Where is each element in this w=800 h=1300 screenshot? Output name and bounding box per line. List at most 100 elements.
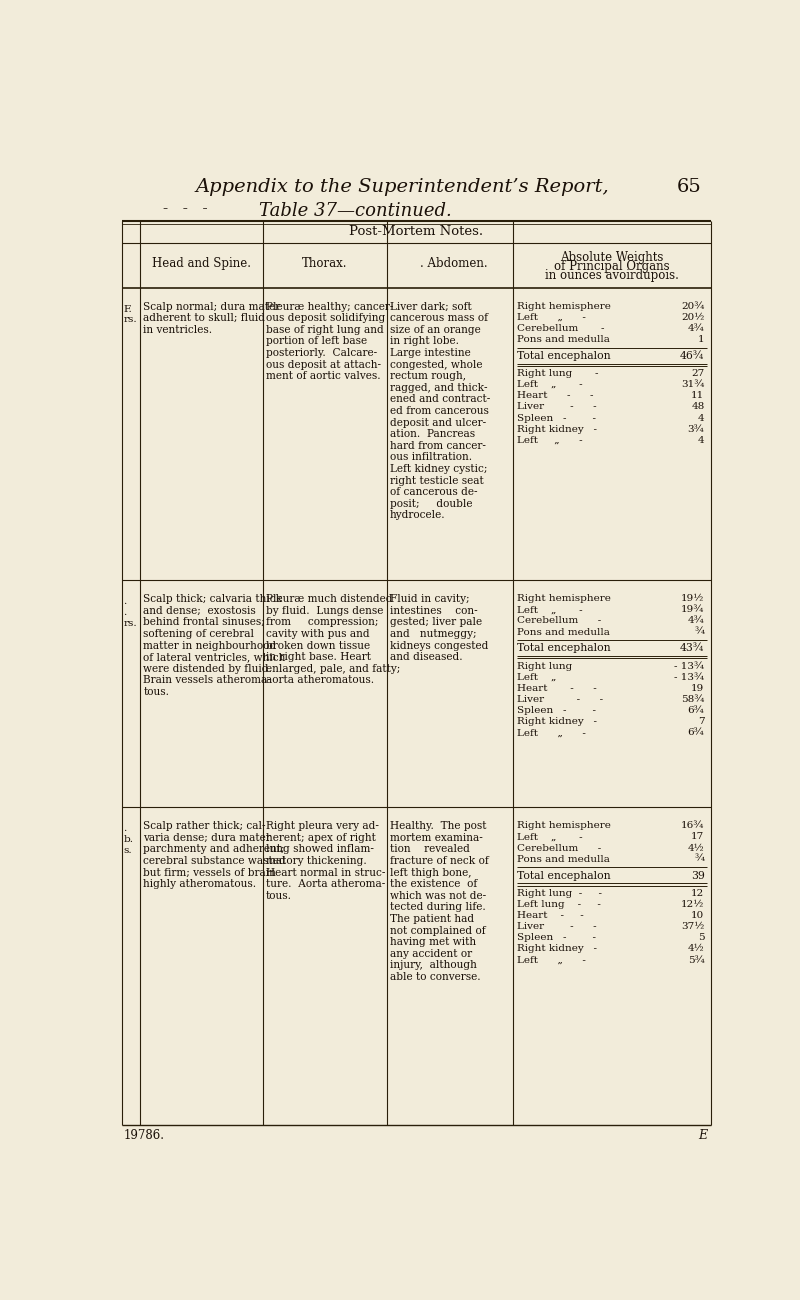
Text: Right hemisphere: Right hemisphere: [517, 302, 611, 311]
Text: Total encephalon: Total encephalon: [517, 871, 610, 880]
Text: F.: F.: [123, 304, 132, 313]
Text: Cerebellum      -: Cerebellum -: [517, 616, 602, 625]
Text: Healthy.  The post
mortem examina-
tion    revealed
fracture of neck of
left thi: Healthy. The post mortem examina- tion r…: [390, 822, 489, 982]
Text: Right hemisphere: Right hemisphere: [517, 822, 611, 831]
Text: Spleen   -        -: Spleen - -: [517, 413, 596, 423]
Text: 65: 65: [677, 178, 702, 195]
Text: Scalp thick; calvaria thick
and dense;  exostosis
behind frontal sinuses;
soften: Scalp thick; calvaria thick and dense; e…: [143, 594, 286, 697]
Text: 17: 17: [691, 832, 705, 841]
Text: in ounces avoirdupois.: in ounces avoirdupois.: [545, 269, 679, 282]
Text: Right lung       -: Right lung -: [517, 369, 598, 378]
Text: - 13¾: - 13¾: [674, 662, 705, 671]
Text: Left      „      -: Left „ -: [517, 956, 586, 965]
Text: 16¾: 16¾: [681, 822, 705, 831]
Text: Heart      -      -: Heart - -: [517, 391, 594, 400]
Text: 11: 11: [691, 391, 705, 400]
Text: 39: 39: [690, 871, 705, 880]
Text: Right lung: Right lung: [517, 662, 572, 671]
Text: 31¾: 31¾: [681, 380, 705, 389]
Text: 5: 5: [698, 933, 705, 942]
Text: Pons and medulla: Pons and medulla: [517, 628, 610, 637]
Text: .: .: [123, 597, 126, 606]
Text: 4½: 4½: [688, 844, 705, 853]
Text: 46¾: 46¾: [680, 351, 705, 361]
Text: 5¾: 5¾: [688, 956, 705, 965]
Text: Post-Mortem Notes.: Post-Mortem Notes.: [349, 225, 483, 238]
Text: Pons and medulla: Pons and medulla: [517, 855, 610, 863]
Text: 1: 1: [698, 335, 705, 345]
Text: Left    „       -: Left „ -: [517, 606, 582, 615]
Text: Left      „      -: Left „ -: [517, 313, 586, 321]
Text: Pons and medulla: Pons and medulla: [517, 335, 610, 345]
Text: 19¾: 19¾: [681, 606, 705, 615]
Text: Scalp normal; dura mater
adherent to skull; fluid
in ventricles.: Scalp normal; dura mater adherent to sku…: [143, 302, 281, 334]
Text: 20½: 20½: [681, 313, 705, 321]
Text: 12: 12: [691, 889, 705, 898]
Text: Left lung    -     -: Left lung - -: [517, 900, 601, 909]
Text: Liver dark; soft
cancerous mass of
size of an orange
in right lobe.
Large intest: Liver dark; soft cancerous mass of size …: [390, 302, 490, 520]
Text: Left    „       -: Left „ -: [517, 380, 582, 389]
Text: 3¾: 3¾: [688, 425, 705, 434]
Text: .: .: [123, 608, 126, 618]
Text: 4½: 4½: [688, 945, 705, 953]
Text: Left    „       -: Left „ -: [517, 832, 582, 841]
Text: Spleen   -        -: Spleen - -: [517, 706, 596, 715]
Text: Scalp rather thick; cal-
varia dense; dura mater
parchmenty and adherent;
cerebr: Scalp rather thick; cal- varia dense; du…: [143, 822, 286, 889]
Text: Liver          -      -: Liver - -: [517, 696, 603, 705]
Text: Thorax.: Thorax.: [302, 257, 347, 270]
Text: Appendix to the Superintendent’s Report,: Appendix to the Superintendent’s Report,: [195, 178, 609, 195]
Text: Right kidney   -: Right kidney -: [517, 945, 597, 953]
Text: . Abdomen.: . Abdomen.: [420, 257, 488, 270]
Text: E: E: [698, 1128, 707, 1141]
Text: Right lung  -     -: Right lung - -: [517, 889, 602, 898]
Text: -   -   -: - - -: [163, 203, 207, 216]
Text: - 13¾: - 13¾: [674, 672, 705, 681]
Text: 19: 19: [691, 684, 705, 693]
Text: 4: 4: [698, 413, 705, 423]
Text: Pleuræ healthy; cancer-
ous deposit solidifying
base of right lung and
portion o: Pleuræ healthy; cancer- ous deposit soli…: [266, 302, 394, 381]
Text: 12½: 12½: [681, 900, 705, 909]
Text: Right kidney   -: Right kidney -: [517, 718, 597, 727]
Text: Right hemisphere: Right hemisphere: [517, 594, 611, 603]
Text: Right pleura very ad-
herent; apex of right
lung showed inflam-
matory thickenin: Right pleura very ad- herent; apex of ri…: [266, 822, 386, 901]
Text: 27: 27: [691, 369, 705, 378]
Text: Head and Spine.: Head and Spine.: [152, 257, 251, 270]
Text: Table 37—continued.: Table 37—continued.: [259, 203, 452, 220]
Text: Absolute Weights: Absolute Weights: [560, 251, 663, 264]
Text: rs.: rs.: [123, 619, 137, 628]
Text: Fluid in cavity;
intestines    con-
gested; liver pale
and   nutmeggy;
kidneys c: Fluid in cavity; intestines con- gested;…: [390, 594, 488, 662]
Text: 7: 7: [698, 718, 705, 727]
Text: Cerebellum       -: Cerebellum -: [517, 324, 605, 333]
Text: Pleuræ much distended
by fluid.  Lungs dense
from     compression;
cavity with p: Pleuræ much distended by fluid. Lungs de…: [266, 594, 400, 685]
Text: 4¾: 4¾: [688, 324, 705, 333]
Text: of Principal Organs: of Principal Organs: [554, 260, 670, 273]
Text: ¾: ¾: [694, 628, 705, 637]
Text: 6¾: 6¾: [688, 728, 705, 737]
Text: Right kidney   -: Right kidney -: [517, 425, 597, 434]
Text: 48: 48: [691, 403, 705, 411]
Text: 19786.: 19786.: [123, 1128, 164, 1141]
Text: 10: 10: [691, 911, 705, 920]
Text: Liver        -      -: Liver - -: [517, 403, 597, 411]
Text: 58¾: 58¾: [681, 696, 705, 705]
Text: Liver        -      -: Liver - -: [517, 922, 597, 931]
Text: b.: b.: [123, 835, 134, 844]
Text: 4: 4: [698, 436, 705, 445]
Text: ¾: ¾: [694, 855, 705, 863]
Text: Total encephalon: Total encephalon: [517, 351, 610, 361]
Text: Left    „: Left „: [517, 672, 556, 681]
Text: rs.: rs.: [123, 316, 137, 325]
Text: 43¾: 43¾: [680, 644, 705, 654]
Text: 20¾: 20¾: [681, 302, 705, 311]
Text: Heart       -      -: Heart - -: [517, 684, 597, 693]
Text: Left      „      -: Left „ -: [517, 728, 586, 737]
Text: 4¾: 4¾: [688, 616, 705, 625]
Text: Cerebellum      -: Cerebellum -: [517, 844, 602, 853]
Text: 6¾: 6¾: [688, 706, 705, 715]
Text: Left     „      -: Left „ -: [517, 436, 582, 445]
Text: Total encephalon: Total encephalon: [517, 644, 610, 654]
Text: s.: s.: [123, 846, 132, 855]
Text: Heart    -     -: Heart - -: [517, 911, 584, 920]
Text: Spleen   -        -: Spleen - -: [517, 933, 596, 942]
Text: 37½: 37½: [681, 922, 705, 931]
